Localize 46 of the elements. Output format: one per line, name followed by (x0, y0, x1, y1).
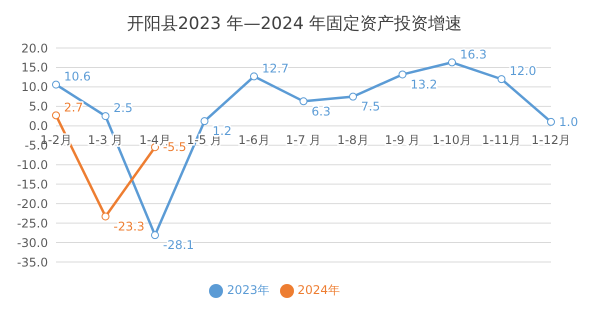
data-label: 13.2 (410, 77, 438, 92)
y-tick-label: 10.0 (21, 80, 48, 94)
y-tick-label: 5.0 (28, 100, 48, 114)
legend-label: 2024年 (298, 283, 340, 297)
x-tick-label: 1-9 月 (384, 132, 420, 147)
legend-label: 2023年 (226, 283, 270, 297)
point (300, 97, 308, 106)
point (498, 75, 506, 84)
data-label: 2.7 (64, 100, 84, 114)
y-tick-label: 20.0 (21, 41, 48, 56)
point (398, 70, 406, 78)
point (547, 118, 555, 126)
point (102, 212, 110, 220)
y-tick-label: -30.0 (16, 236, 48, 250)
point (52, 111, 60, 120)
point (200, 117, 208, 126)
x-tick-label: 1-11月 (482, 132, 522, 147)
point (102, 112, 110, 120)
point (151, 231, 159, 240)
data-label: 12.0 (510, 64, 536, 78)
data-label: 7.5 (361, 100, 380, 114)
y-tick-label: -25.0 (16, 216, 48, 230)
x-tick-label: 1-10月 (432, 132, 472, 147)
data-label: 12.7 (262, 61, 289, 76)
y-tick-label: 15.0 (21, 60, 48, 75)
data-label: 1.0 (559, 114, 578, 129)
data-label: 6.3 (312, 104, 331, 118)
x-tick-label: 1-8月 (337, 132, 369, 147)
data-label: -23.3 (114, 219, 145, 234)
data-label: -28.1 (163, 238, 194, 252)
chart-title: 开阳县2023 年—2024 年固定资产投资增速 (126, 13, 464, 36)
point (52, 80, 60, 89)
y-tick-label: -35.0 (16, 255, 48, 270)
point (448, 58, 456, 66)
y-tick-label: 0.0 (28, 119, 48, 134)
y-tick-label: -15.0 (16, 177, 48, 192)
data-label: 10.6 (64, 70, 91, 84)
x-tick-label: 1-6月 (238, 132, 270, 147)
data-label: 2.5 (114, 101, 133, 116)
y-tick-label: -20.0 (16, 196, 48, 211)
point (250, 72, 258, 80)
point (349, 92, 357, 101)
data-label: 16.3 (460, 47, 487, 62)
x-tick-label: 1-12月 (531, 132, 571, 147)
y-tick-label: -10.0 (16, 158, 48, 172)
x-tick-label: 1-7 月 (286, 132, 322, 147)
